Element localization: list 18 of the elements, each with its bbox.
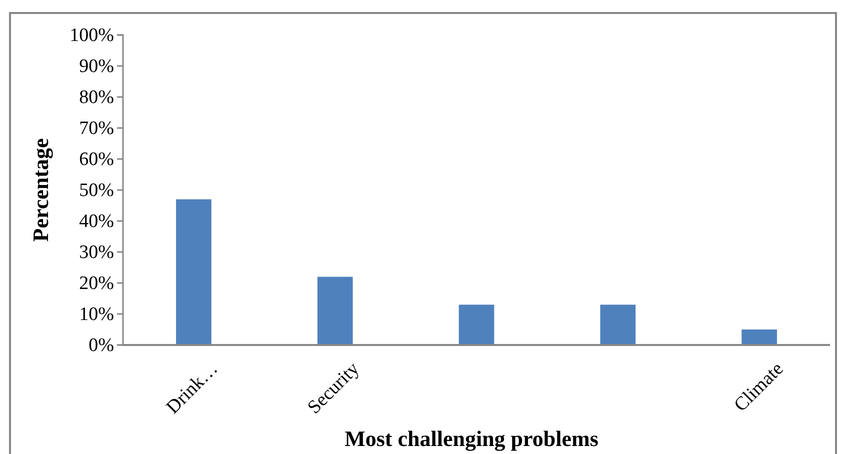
y-tick-label: 10% <box>79 304 114 326</box>
bar <box>458 304 494 345</box>
y-tick-label: 0% <box>88 335 114 356</box>
x-axis-title: Most challenging problems <box>344 426 599 451</box>
y-tick-label: 80% <box>79 87 114 108</box>
bar <box>600 304 636 345</box>
bar <box>317 276 353 345</box>
y-tick-label: 90% <box>79 56 114 78</box>
bar <box>742 330 777 345</box>
y-axis-title: Percentage <box>28 138 53 242</box>
y-tick-label: 40% <box>79 211 114 232</box>
y-tick-label: 100% <box>70 25 114 46</box>
y-tick-label: 70% <box>79 118 114 140</box>
y-tick-label: 60% <box>79 149 114 170</box>
y-tick-label: 20% <box>79 273 114 294</box>
y-tick-label: 50% <box>79 180 114 202</box>
y-tick-label: 30% <box>79 242 114 264</box>
bar <box>176 199 212 345</box>
